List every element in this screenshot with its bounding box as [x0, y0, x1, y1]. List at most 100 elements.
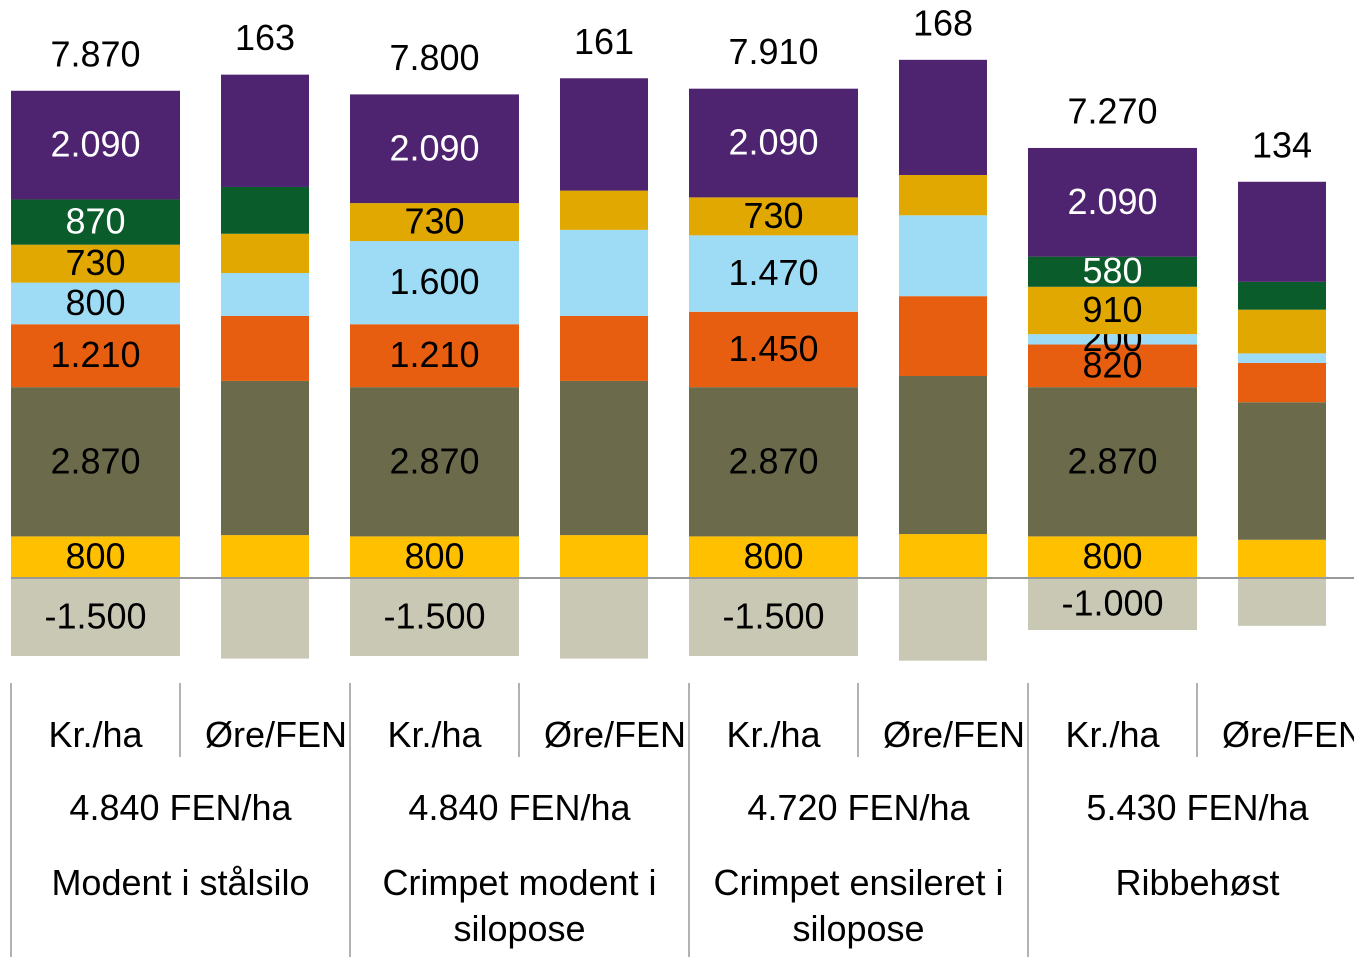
bar-segment: [899, 175, 987, 216]
bar-segment: [1238, 402, 1326, 540]
bar-segment: [350, 324, 519, 388]
value-label: -1.500: [383, 596, 485, 637]
bar-segment: [11, 90, 180, 200]
bar-segment: [560, 315, 648, 381]
bar-segment: [221, 273, 309, 316]
bar-segment: [11, 536, 180, 578]
value-label: 2.870: [1067, 440, 1157, 481]
value-label: 800: [404, 536, 464, 577]
value-label: 2.090: [1067, 181, 1157, 222]
bar-segment: [689, 311, 858, 388]
bar-segment: [1028, 578, 1197, 630]
bar-segment: [1238, 181, 1326, 282]
bar-segment: [689, 88, 858, 198]
bar-segment: [560, 380, 648, 536]
value-label: 1.210: [50, 334, 140, 375]
total-label: 168: [913, 2, 973, 43]
bar-segment: [1028, 256, 1197, 287]
bar-segment: [221, 186, 309, 234]
category-label: Øre/FEN: [543, 714, 686, 755]
bar-segment: [560, 190, 648, 230]
bar-segment: [899, 296, 987, 376]
bar-segment: [560, 229, 648, 316]
bar-segment: [221, 380, 309, 536]
total-label: 134: [1252, 124, 1312, 165]
value-label: 870: [65, 201, 125, 242]
value-label: -1.500: [722, 596, 824, 637]
fen-label: 5.430 FEN/ha: [1086, 787, 1309, 828]
bar-segment: [1028, 286, 1197, 335]
category-label: Øre/FEN: [1221, 714, 1354, 755]
bar-segment: [11, 199, 180, 245]
bar-segment: [899, 59, 987, 175]
bar-segment: [350, 578, 519, 656]
total-label: 7.910: [728, 31, 818, 72]
value-label: 2.090: [50, 124, 140, 165]
bar-segment: [221, 315, 309, 381]
bar-segment: [1238, 281, 1326, 310]
value-label: 820: [1082, 344, 1142, 385]
value-label: 800: [743, 536, 803, 577]
total-label: 163: [235, 17, 295, 58]
value-label: 910: [1082, 289, 1142, 330]
bar-segment: [1238, 362, 1326, 403]
bar-segment: [350, 387, 519, 537]
bar-segment: [11, 244, 180, 283]
bar-segment: [1238, 309, 1326, 354]
bar-segment: [1028, 344, 1197, 388]
value-label: 2.090: [389, 127, 479, 168]
bar-segment: [689, 235, 858, 312]
total-label: 7.870: [50, 33, 140, 74]
group-label: Crimpet ensileret i silopose: [713, 862, 1004, 949]
bar-segment: [560, 535, 648, 578]
value-label: 800: [65, 536, 125, 577]
category-label: Øre/FEN: [204, 714, 347, 755]
value-label: 1.600: [389, 261, 479, 302]
value-label: 730: [65, 242, 125, 283]
fen-label: 4.840 FEN/ha: [69, 787, 292, 828]
bar-segment: [350, 536, 519, 578]
bar-segment: [221, 233, 309, 274]
bar-segment: [899, 534, 987, 578]
bar-segment: [350, 241, 519, 325]
bar-segment: [689, 387, 858, 537]
value-label: 800: [1082, 536, 1142, 577]
value-label: 1.470: [728, 252, 818, 293]
bar-segment: [1238, 353, 1326, 363]
group-label: Modent i stålsilo: [51, 862, 310, 903]
value-label: -1.000: [1061, 583, 1163, 624]
bar-segment: [221, 578, 309, 659]
bar-segment: [899, 375, 987, 535]
category-label: Kr./ha: [726, 714, 821, 755]
value-label: -1.500: [44, 596, 146, 637]
total-label: 7.270: [1067, 90, 1157, 131]
bar-segment: [11, 324, 180, 388]
value-label: 1.210: [389, 334, 479, 375]
value-label: 730: [404, 201, 464, 242]
bar-segment: [1028, 536, 1197, 578]
bar-segment: [11, 282, 180, 325]
fen-label: 4.720 FEN/ha: [747, 787, 970, 828]
value-label: 580: [1082, 250, 1142, 291]
value-label: 2.090: [728, 122, 818, 163]
bar-segment: [221, 74, 309, 187]
bar-segment: [221, 535, 309, 578]
value-label: 730: [743, 195, 803, 236]
category-label: Kr./ha: [48, 714, 143, 755]
value-label: 1.450: [728, 328, 818, 369]
bar-segment: [899, 215, 987, 297]
bar-segment: [899, 578, 987, 661]
bar-segment: [689, 536, 858, 578]
bar-segment: [560, 578, 648, 659]
total-label: 7.800: [389, 37, 479, 78]
category-label: Kr./ha: [387, 714, 482, 755]
bar-segment: [1028, 334, 1197, 345]
bar-segment: [1028, 147, 1197, 257]
bar-segment: [350, 94, 519, 204]
value-label: 800: [65, 282, 125, 323]
bar-segment: [1028, 387, 1197, 537]
fen-label: 4.840 FEN/ha: [408, 787, 631, 828]
bar-segment: [11, 578, 180, 656]
